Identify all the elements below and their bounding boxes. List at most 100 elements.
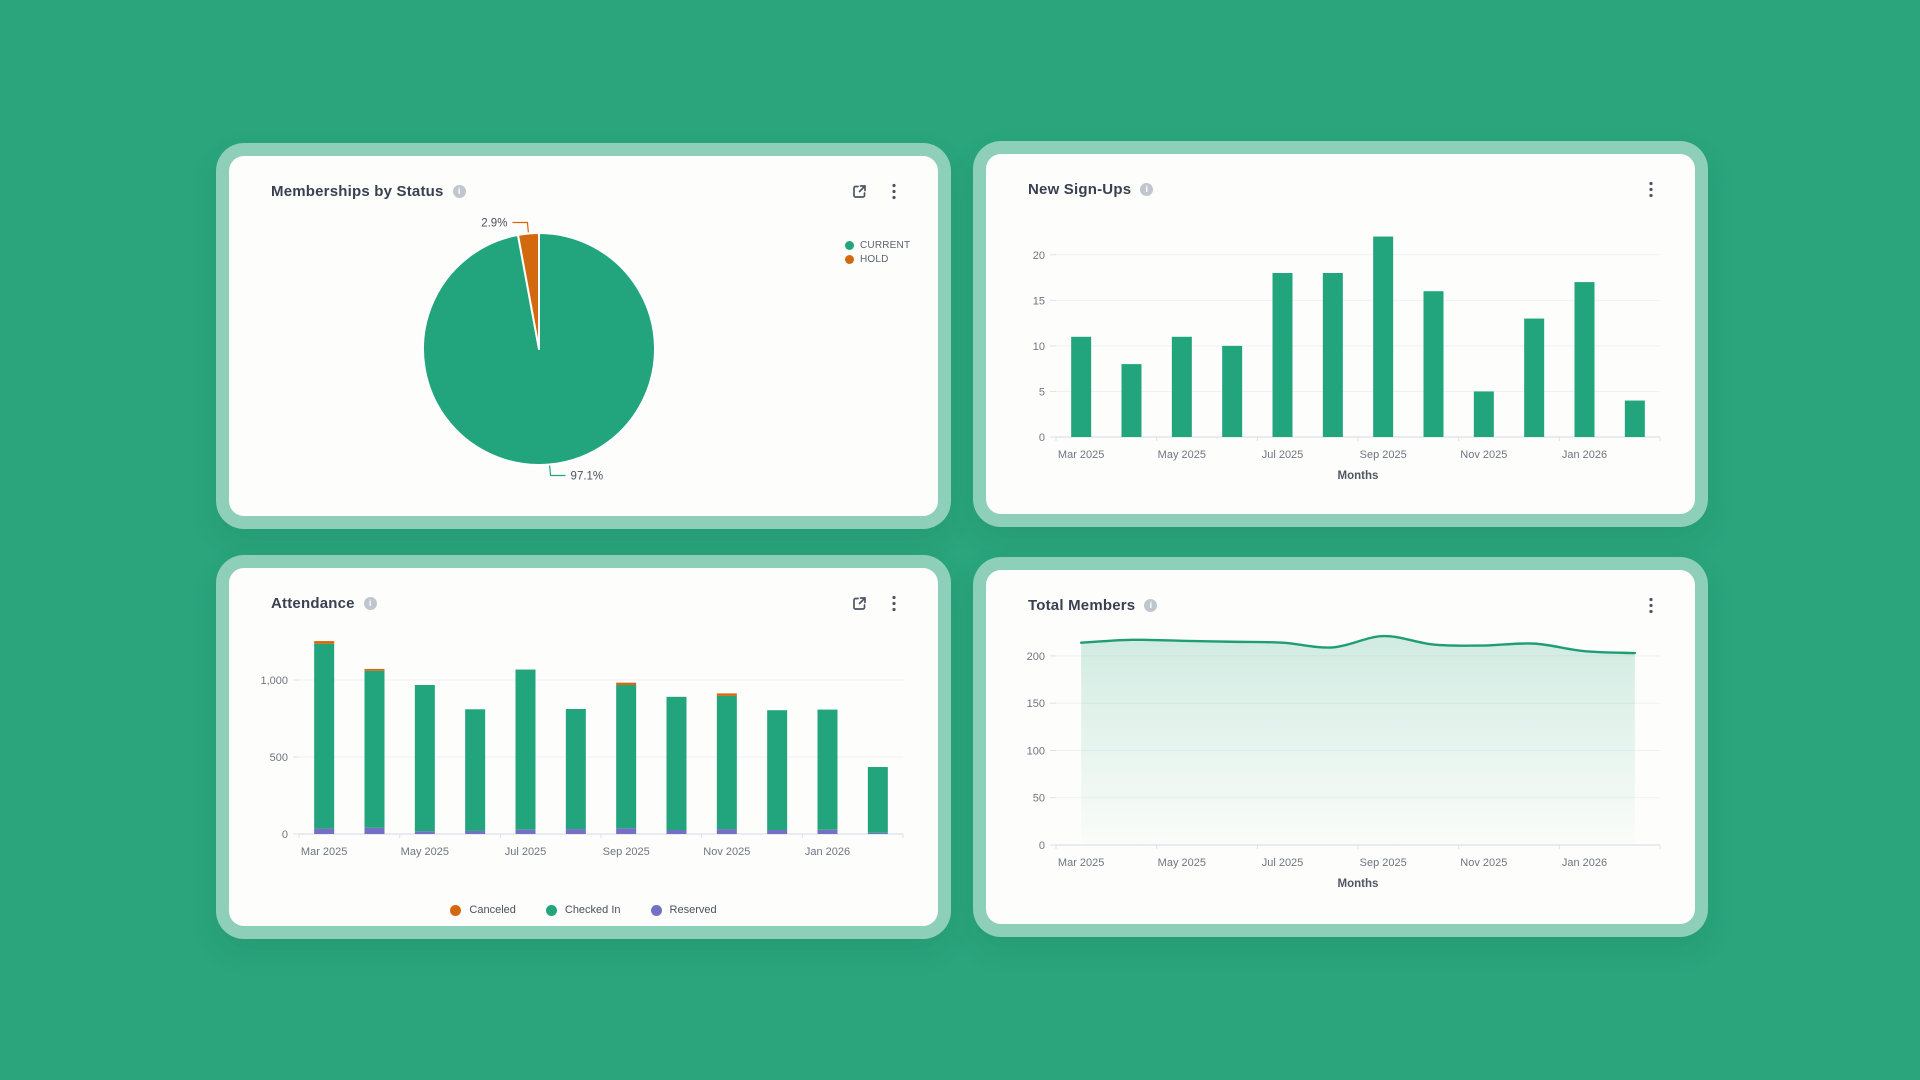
card-title: Attendance bbox=[271, 595, 355, 612]
legend-item-current[interactable]: CURRENT bbox=[845, 240, 910, 251]
attendance-bar-segment-canceled[interactable] bbox=[716, 693, 737, 696]
attendance-card: Attendance i 0 500 1,000 M bbox=[216, 555, 951, 939]
y-tick-label: 5 bbox=[1039, 386, 1045, 398]
signups-bar-mar-2025[interactable] bbox=[1071, 336, 1092, 437]
x-tick-label: Jul 2025 bbox=[1262, 449, 1304, 461]
info-icon[interactable]: i bbox=[1140, 183, 1154, 196]
attendance-bar-segment-reserved[interactable] bbox=[515, 829, 536, 834]
y-tick-label: 500 bbox=[270, 752, 288, 764]
attendance-bar-segment-checked-in[interactable] bbox=[565, 708, 586, 830]
y-tick-label: 0 bbox=[1039, 432, 1045, 444]
info-icon[interactable]: i bbox=[1144, 599, 1158, 612]
y-tick-label: 50 bbox=[1033, 793, 1045, 805]
x-tick-label: Jan 2026 bbox=[1562, 449, 1607, 461]
kebab-menu-icon[interactable] bbox=[1649, 181, 1653, 198]
attendance-bar-segment-checked-in[interactable] bbox=[616, 684, 637, 829]
signups-bar-jan-2026[interactable] bbox=[1574, 282, 1595, 437]
legend-dot bbox=[545, 904, 557, 916]
attendance-bar-segment-reserved[interactable] bbox=[666, 829, 687, 834]
y-tick-label: 0 bbox=[282, 829, 288, 841]
attendance-bar-segment-checked-in[interactable] bbox=[867, 767, 888, 833]
pie-slice-hold[interactable] bbox=[516, 232, 540, 350]
pie-callout-line bbox=[549, 465, 566, 477]
attendance-bar-segment-reserved[interactable] bbox=[314, 828, 335, 834]
attendance-bar-segment-checked-in[interactable] bbox=[314, 643, 335, 829]
card-title: Memberships by Status bbox=[271, 183, 444, 200]
signups-bar-jun-2025[interactable] bbox=[1222, 345, 1243, 437]
external-link-icon[interactable] bbox=[851, 595, 868, 612]
legend-item-reserved[interactable]: Reserved bbox=[650, 904, 717, 916]
legend-item-canceled[interactable]: Canceled bbox=[450, 904, 516, 916]
x-tick-label: Jan 2026 bbox=[1562, 857, 1607, 869]
attendance-bar-segment-reserved[interactable] bbox=[465, 830, 486, 834]
signups-bar-apr-2025[interactable] bbox=[1121, 364, 1142, 437]
signups-bar-dec-2025[interactable] bbox=[1524, 318, 1545, 437]
legend-item-checked-in[interactable]: Checked In bbox=[545, 904, 621, 916]
y-tick-label: 15 bbox=[1033, 295, 1045, 307]
attendance-bar-segment-reserved[interactable] bbox=[767, 829, 788, 834]
memberships-card: Memberships by Status i bbox=[216, 143, 951, 529]
signups-bar-oct-2025[interactable] bbox=[1423, 291, 1444, 437]
x-tick-label: May 2025 bbox=[401, 846, 449, 858]
attendance-bar-segment-checked-in[interactable] bbox=[817, 709, 838, 830]
attendance-bar-segment-checked-in[interactable] bbox=[666, 696, 687, 830]
x-tick-label: May 2025 bbox=[1158, 857, 1206, 869]
x-tick-label: Mar 2025 bbox=[301, 846, 347, 858]
pie-slice-percentage: 97.1% bbox=[571, 470, 604, 482]
signups-bar-nov-2025[interactable] bbox=[1473, 391, 1494, 437]
legend-item-hold[interactable]: HOLD bbox=[845, 254, 910, 265]
x-tick-label: Jan 2026 bbox=[805, 846, 850, 858]
members-line[interactable] bbox=[1079, 634, 1637, 655]
total-members-area-chart: 0 50 100 150 200 Mar 2025 May 2025 Jul 2025 Sep … bbox=[986, 614, 1695, 924]
attendance-bar-segment-reserved[interactable] bbox=[414, 831, 435, 834]
info-icon[interactable]: i bbox=[452, 185, 466, 198]
pie-slice-percentage: 2.9% bbox=[481, 218, 507, 230]
signups-bar-sep-2025[interactable] bbox=[1373, 236, 1394, 437]
signups-bar-jul-2025[interactable] bbox=[1272, 273, 1293, 437]
attendance-bar-segment-reserved[interactable] bbox=[867, 832, 888, 834]
attendance-bar-segment-canceled[interactable] bbox=[314, 641, 335, 644]
attendance-bar-segment-reserved[interactable] bbox=[716, 829, 737, 834]
legend-dot bbox=[845, 241, 854, 250]
attendance-stacked-bar-chart: 0 500 1,000 Mar 2025 May 2025 Jul 2025 Sep 202… bbox=[229, 612, 938, 894]
attendance-bar-segment-checked-in[interactable] bbox=[465, 709, 486, 831]
attendance-bar-segment-checked-in[interactable] bbox=[414, 684, 435, 832]
attendance-bar-segment-reserved[interactable] bbox=[364, 827, 385, 834]
y-tick-label: 10 bbox=[1033, 341, 1045, 353]
legend-label: Checked In bbox=[564, 904, 621, 916]
legend-dot bbox=[845, 255, 854, 264]
attendance-bar-segment-checked-in[interactable] bbox=[515, 669, 536, 830]
memberships-card-header: Memberships by Status i bbox=[229, 156, 938, 200]
x-tick-label: Mar 2025 bbox=[1058, 857, 1104, 869]
legend-label: CURRENT bbox=[860, 240, 911, 251]
attendance-bar-segment-canceled[interactable] bbox=[364, 668, 385, 671]
x-axis-title: Months bbox=[1338, 470, 1379, 482]
attendance-bar-segment-checked-in[interactable] bbox=[716, 695, 737, 830]
new-signups-bar-chart: 0 5 10 15 20 Mar 2025 May 2025 Jul 2025 Sep 2025… bbox=[986, 198, 1695, 514]
attendance-bar-segment-checked-in[interactable] bbox=[767, 710, 788, 830]
attendance-bar-segment-reserved[interactable] bbox=[817, 829, 838, 834]
x-tick-label: Jul 2025 bbox=[505, 846, 547, 858]
external-link-icon[interactable] bbox=[851, 183, 868, 200]
signups-bar-feb-2026[interactable] bbox=[1624, 400, 1645, 437]
total-members-card-inner: Total Members i 0 50 100 150 200 Mar 2025 May … bbox=[986, 570, 1695, 924]
attendance-bar-segment-reserved[interactable] bbox=[616, 828, 637, 834]
signups-bar-may-2025[interactable] bbox=[1171, 336, 1192, 437]
x-tick-label: Nov 2025 bbox=[1460, 857, 1507, 869]
attendance-bar-segment-checked-in[interactable] bbox=[364, 670, 385, 828]
kebab-menu-icon[interactable] bbox=[892, 183, 896, 200]
signups-bar-aug-2025[interactable] bbox=[1322, 273, 1343, 437]
y-tick-label: 150 bbox=[1027, 698, 1045, 710]
attendance-bar-segment-canceled[interactable] bbox=[616, 682, 637, 685]
x-tick-label: Sep 2025 bbox=[1360, 449, 1407, 461]
members-area-fill bbox=[1081, 636, 1635, 845]
kebab-menu-icon[interactable] bbox=[892, 595, 896, 612]
new-signups-card-inner: New Sign-Ups i 0 5 10 15 20 Mar 2025 May 2025 J… bbox=[986, 154, 1695, 514]
x-tick-label: Jul 2025 bbox=[1262, 857, 1304, 869]
info-icon[interactable]: i bbox=[363, 597, 377, 610]
y-tick-label: 200 bbox=[1027, 651, 1045, 663]
x-tick-label: Sep 2025 bbox=[1360, 857, 1407, 869]
total-members-card-header: Total Members i bbox=[986, 570, 1695, 614]
kebab-menu-icon[interactable] bbox=[1649, 597, 1653, 614]
attendance-bar-segment-reserved[interactable] bbox=[565, 829, 586, 834]
